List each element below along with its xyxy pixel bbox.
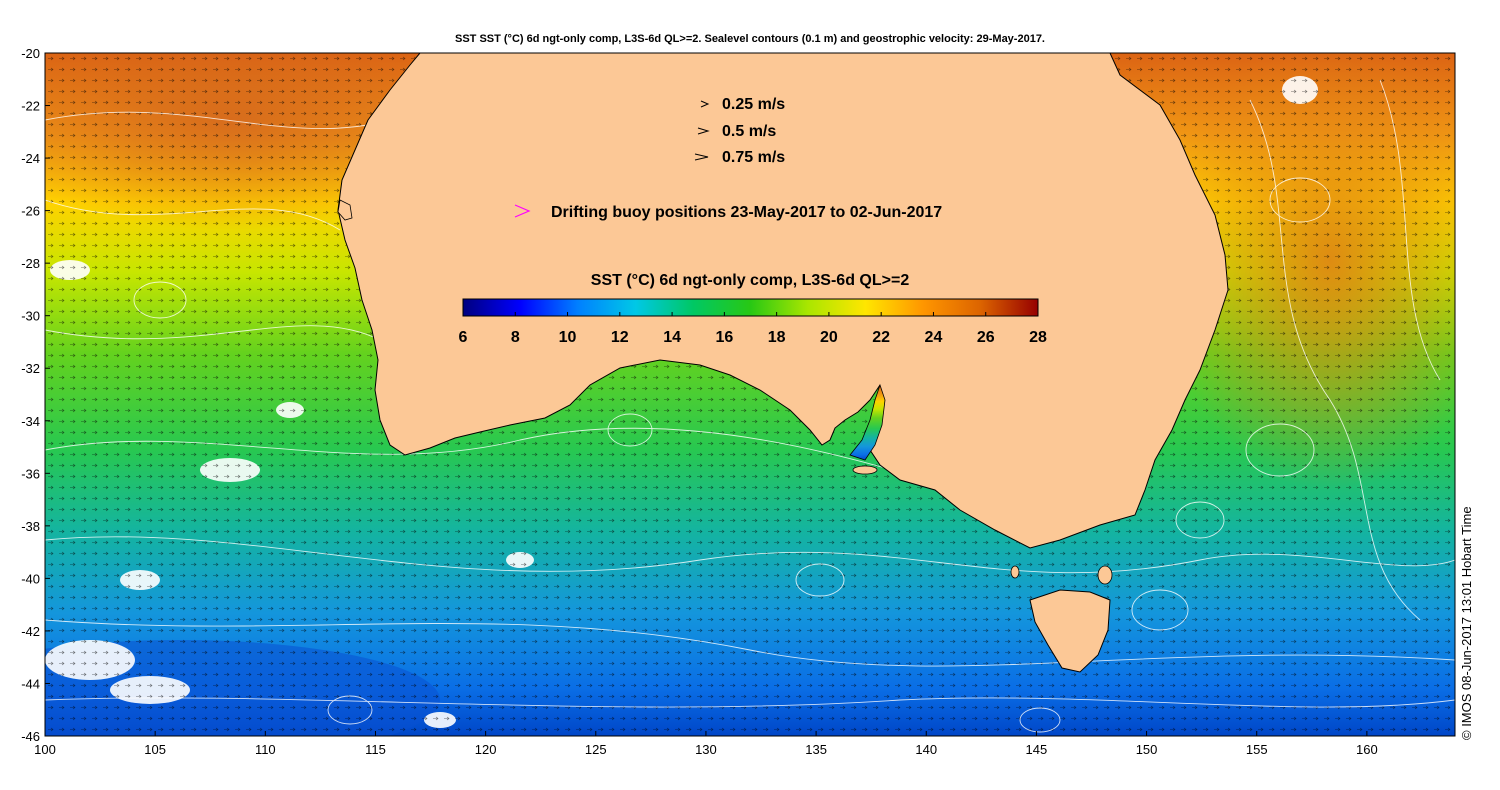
- x-tick-label: 145: [1026, 742, 1048, 757]
- x-tick-label: 160: [1356, 742, 1378, 757]
- y-tick-label: -20: [21, 46, 40, 61]
- x-tick-label: 130: [695, 742, 717, 757]
- y-tick-label: -28: [21, 256, 40, 271]
- spencer-gulf: [849, 383, 886, 461]
- y-tick-label: -30: [21, 309, 40, 324]
- x-tick-label: 100: [34, 742, 56, 757]
- buoy-legend: Drifting buoy positions 23-May-2017 to 0…: [514, 204, 942, 221]
- map-frame: [44, 52, 1456, 737]
- colorbar-tick-label: 14: [663, 329, 681, 346]
- velocity-legend-label: 0.25 m/s: [722, 96, 785, 113]
- flinders-island: [1097, 565, 1113, 585]
- y-tick-label: -38: [21, 519, 40, 534]
- colorbar-tick-label: 20: [820, 329, 838, 346]
- buoy-legend-label: Drifting buoy positions 23-May-2017 to 0…: [551, 204, 942, 221]
- x-tick-label: 115: [365, 742, 386, 757]
- x-tick-label: 110: [255, 742, 276, 757]
- colorbar-ramp: [462, 298, 1039, 317]
- sealevel-contours: [45, 79, 1455, 733]
- colorbar-tick-label: 24: [925, 329, 943, 346]
- x-tick-label: 120: [475, 742, 497, 757]
- x-axis-longitude: 100 105 110 115 120 125 130 135 140 145 150 155 160: [34, 731, 1378, 757]
- colorbar-title: SST (°C) 6d ngt-only comp, L3S-6d QL>=2: [591, 272, 910, 289]
- y-tick-label: -22: [21, 99, 40, 114]
- colorbar-tick-label: 6: [459, 329, 468, 346]
- colorbar-tick-label: 26: [977, 329, 995, 346]
- kangaroo-island: [852, 465, 878, 475]
- x-tick-label: 155: [1246, 742, 1268, 757]
- colorbar-tick-label: 16: [715, 329, 733, 346]
- colorbar-tick-label: 22: [872, 329, 890, 346]
- x-tick-label: 135: [805, 742, 827, 757]
- x-tick-label: 140: [915, 742, 937, 757]
- tasmania: [1029, 589, 1111, 673]
- x-tick-label: 150: [1136, 742, 1158, 757]
- y-tick-label: -42: [21, 624, 40, 639]
- king-island: [1010, 565, 1020, 579]
- y-tick-label: -46: [21, 729, 40, 744]
- y-tick-label: -36: [21, 466, 40, 481]
- buoy-marker-icon: [514, 204, 531, 218]
- x-tick-label: 105: [144, 742, 166, 757]
- colorbar-tick-label: 28: [1029, 329, 1047, 346]
- shark-bay-island: [337, 199, 353, 221]
- y-tick-label: -40: [21, 571, 40, 586]
- velocity-arrow-icon: [697, 127, 710, 135]
- colorbar-tick-label: 8: [511, 329, 520, 346]
- y-tick-label: -24: [21, 151, 40, 166]
- map-area[interactable]: [0, 10, 1500, 760]
- velocity-arrow-icon: [700, 100, 710, 108]
- colorbar-tick-label: 18: [768, 329, 786, 346]
- y-tick-label: -26: [21, 204, 40, 219]
- figure-title: SST SST (°C) 6d ngt-only comp, L3S-6d QL…: [455, 33, 1045, 45]
- colorbar: SST (°C) 6d ngt-only comp, L3S-6d QL>=2 …: [459, 272, 1047, 346]
- y-axis-latitude: -20 -22 -24 -26 -28 -30 -32 -34 -36 -38 -40 -42 -44 -…: [21, 46, 50, 744]
- velocity-legend-label: 0.5 m/s: [722, 123, 776, 140]
- velocity-legend-label: 0.75 m/s: [722, 149, 785, 166]
- colorbar-tick-label: 10: [559, 329, 577, 346]
- y-tick-label: -34: [21, 414, 40, 429]
- colorbar-tick-labels: 6 8 10 12 14 16 18 20 22 24 26 28: [459, 312, 1047, 346]
- x-tick-label: 125: [585, 742, 607, 757]
- velocity-arrow-icon: [694, 153, 709, 161]
- y-tick-label: -44: [21, 676, 40, 691]
- credit-text: © IMOS 08-Jun-2017 13:01 Hobart Time: [1459, 506, 1474, 740]
- velocity-legend: 0.25 m/s 0.5 m/s 0.75 m/s: [694, 96, 785, 166]
- colorbar-tick-label: 12: [611, 329, 629, 346]
- y-tick-label: -32: [21, 361, 40, 376]
